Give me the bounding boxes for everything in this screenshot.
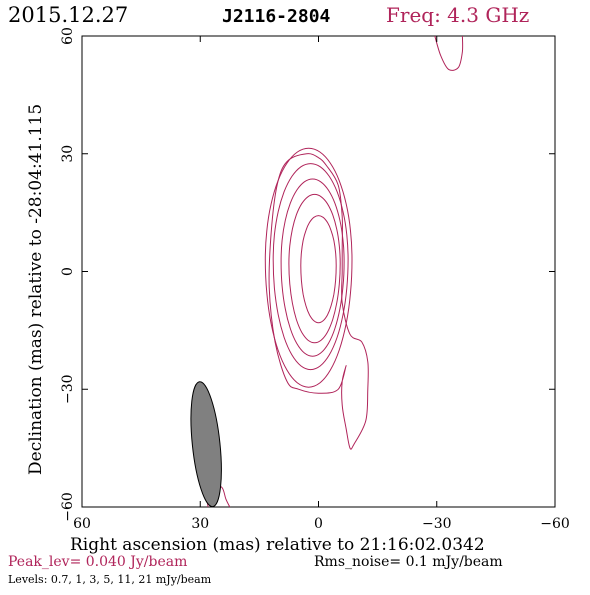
contour-1 xyxy=(264,147,353,388)
y-tick-label: 30 xyxy=(60,145,76,163)
y-tick-label: 60 xyxy=(60,27,76,45)
y-tick-label: −60 xyxy=(60,492,76,522)
peak-level: Peak_lev= 0.040 Jy/beam xyxy=(8,554,187,570)
plot-frame xyxy=(81,35,556,508)
levels-label: Levels: 0.7, 1, 3, 5, 11, 21 mJy/beam xyxy=(8,573,212,586)
plot-border xyxy=(81,35,556,508)
frequency-label: Freq: 4.3 GHz xyxy=(386,3,529,27)
x-tick-label: −60 xyxy=(540,516,570,532)
contour-outer xyxy=(268,153,369,450)
x-tick-label: 60 xyxy=(73,516,91,532)
source-title: J2116-2804 xyxy=(222,6,331,27)
x-tick-label: −30 xyxy=(422,516,452,532)
y-axis-title: Declination (mas) relative to -28:04:41.… xyxy=(26,104,46,475)
contour-top-right xyxy=(434,35,464,71)
contour-5 xyxy=(300,215,337,324)
y-tick-label: 0 xyxy=(60,267,76,276)
contour-4 xyxy=(288,193,341,344)
contours xyxy=(190,35,464,508)
contour-2 xyxy=(272,163,349,371)
beam-ellipse xyxy=(190,381,222,508)
axis-ticks: 60 30 0 −30 −60 −60 −30 0 30 60 xyxy=(60,27,570,532)
y-tick-label: −30 xyxy=(60,374,76,404)
date-label: 2015.12.27 xyxy=(8,3,128,27)
rms-noise: Rms_noise= 0.1 mJy/beam xyxy=(314,554,503,570)
contour-3 xyxy=(280,178,345,357)
x-tick-label: 0 xyxy=(314,516,323,532)
x-tick-label: 30 xyxy=(191,516,209,532)
x-axis-title: Right ascension (mas) relative to 21:16:… xyxy=(70,535,485,555)
